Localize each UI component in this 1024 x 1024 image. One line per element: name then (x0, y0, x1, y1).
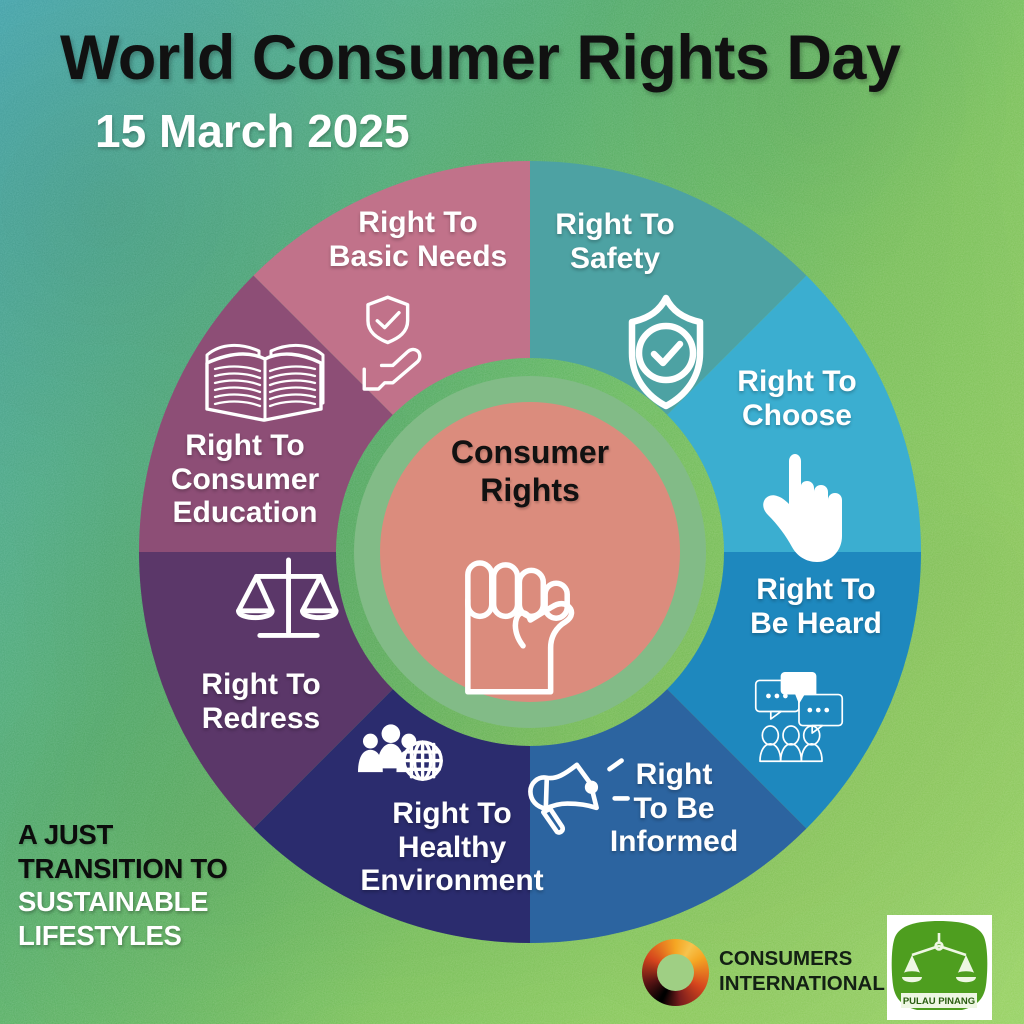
svg-text:PULAU PINANG: PULAU PINANG (903, 996, 975, 1007)
